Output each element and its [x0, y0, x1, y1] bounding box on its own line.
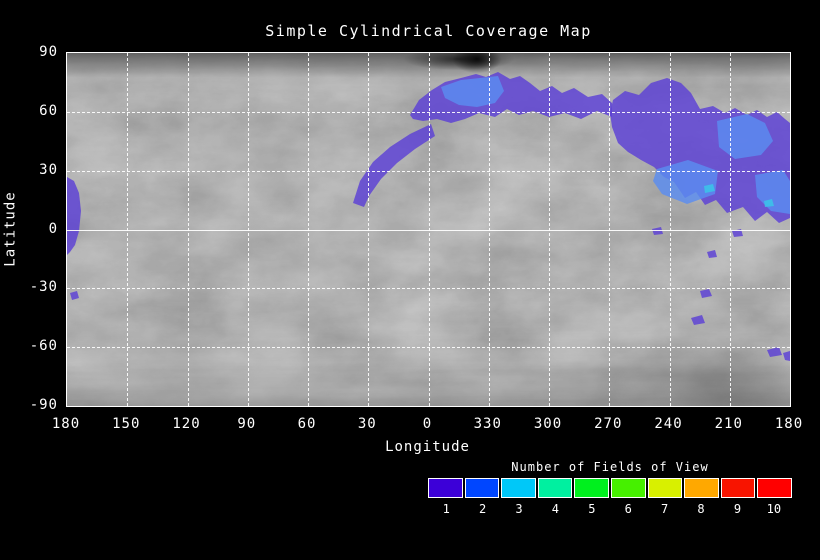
coverage-region-scatter-speck-b: [732, 229, 743, 237]
coverage-region-north-band-fov2: [441, 76, 504, 107]
legend-cell-label: 6: [624, 502, 632, 516]
legend-cell-label: 7: [661, 502, 669, 516]
gridline-horizontal: [67, 288, 790, 290]
coverage-region-south-speck-b: [691, 315, 705, 325]
x-axis-ticks: 180 150 120 90 60 30 0 330 300 270 240 210 180: [52, 416, 802, 434]
x-tick-label: 330: [473, 416, 502, 432]
y-axis-ticks: 90 60 30 0 -30 -60 -90: [0, 44, 61, 413]
coverage-region-fov3-speck-b: [764, 199, 774, 207]
x-tick-label: 180: [774, 416, 804, 432]
plot-area: [66, 52, 791, 407]
y-tick-label: 90: [39, 44, 58, 60]
coverage-region-scatter-speck-a: [652, 227, 663, 235]
x-tick-label: 150: [112, 416, 141, 432]
x-axis-label: Longitude: [385, 439, 470, 455]
coverage-region-fov3-speck-a: [704, 184, 715, 193]
gridline-horizontal: [67, 170, 790, 172]
x-tick-label: 30: [357, 416, 377, 432]
y-tick-label: -30: [29, 279, 58, 296]
legend-cell-label: 2: [478, 502, 487, 516]
legend-cell: [501, 478, 536, 498]
legend-cell: [684, 478, 719, 498]
figure-title: Simple Cylindrical Coverage Map: [265, 22, 592, 40]
x-tick-label: 0: [422, 416, 433, 432]
legend-cell: [610, 478, 646, 498]
legend-cell-label: 3: [515, 502, 523, 516]
y-tick-label: 60: [39, 102, 58, 119]
legend-cell: [464, 478, 500, 498]
x-tick-label: 60: [297, 416, 317, 432]
legend-cell-label: 8: [697, 502, 705, 516]
legend-cell-label: 10: [766, 502, 782, 516]
coverage-region-west-edge-speck: [70, 291, 79, 300]
legend-cell: [647, 478, 683, 498]
map-grid: [67, 53, 790, 406]
legend-cell: [537, 478, 573, 498]
legend-cell: [757, 478, 792, 498]
x-tick-label: 90: [237, 416, 257, 432]
coverage-region-fov2-patch-c: [755, 170, 790, 214]
colorbar-cells: [428, 478, 792, 498]
legend-cell-label: 5: [588, 502, 596, 516]
x-tick-label: 270: [594, 416, 623, 432]
coverage-region-northwest-arc-streak: [353, 124, 435, 207]
coverage-region-fov2-patch-a: [717, 114, 773, 159]
x-tick-label: 180: [51, 416, 81, 432]
coverage-overlay: [67, 72, 790, 361]
legend-cell: [574, 478, 609, 498]
coverage-region-northeast-blob: [610, 78, 790, 223]
y-tick-label: -90: [29, 397, 58, 413]
x-tick-label: 210: [714, 416, 743, 432]
y-tick-label: 0: [48, 220, 58, 237]
coverage-region-south-speck-d: [783, 351, 790, 361]
x-tick-label: 300: [533, 416, 563, 432]
x-tick-label: 120: [172, 416, 201, 432]
legend-cell-label: 9: [733, 502, 742, 516]
legend-cell: [720, 478, 756, 498]
x-tick-label: 240: [654, 416, 683, 432]
coverage-region-west-edge-band: [67, 177, 81, 255]
legend-title: Number of Fields of View: [511, 460, 709, 474]
coverage-region-south-speck-c: [767, 347, 782, 357]
legend-cell: [428, 478, 463, 498]
colorbar-legend: Number of Fields of View 1 2 3 4 5 6 7 8 9 10: [428, 460, 792, 516]
legend-cell-label: 1: [442, 502, 450, 516]
gridline-horizontal: [67, 111, 790, 113]
gridline-horizontal: [67, 229, 790, 231]
legend-cell-label: 4: [551, 502, 560, 516]
gridline-horizontal: [67, 347, 790, 349]
y-tick-label: 30: [39, 161, 58, 178]
colorbar-value-labels: 1 2 3 4 5 6 7 8 9 10: [428, 502, 792, 516]
coverage-region-scatter-speck-c: [707, 250, 717, 258]
coverage-region-south-speck-a: [700, 289, 712, 298]
y-tick-label: -60: [29, 338, 58, 355]
